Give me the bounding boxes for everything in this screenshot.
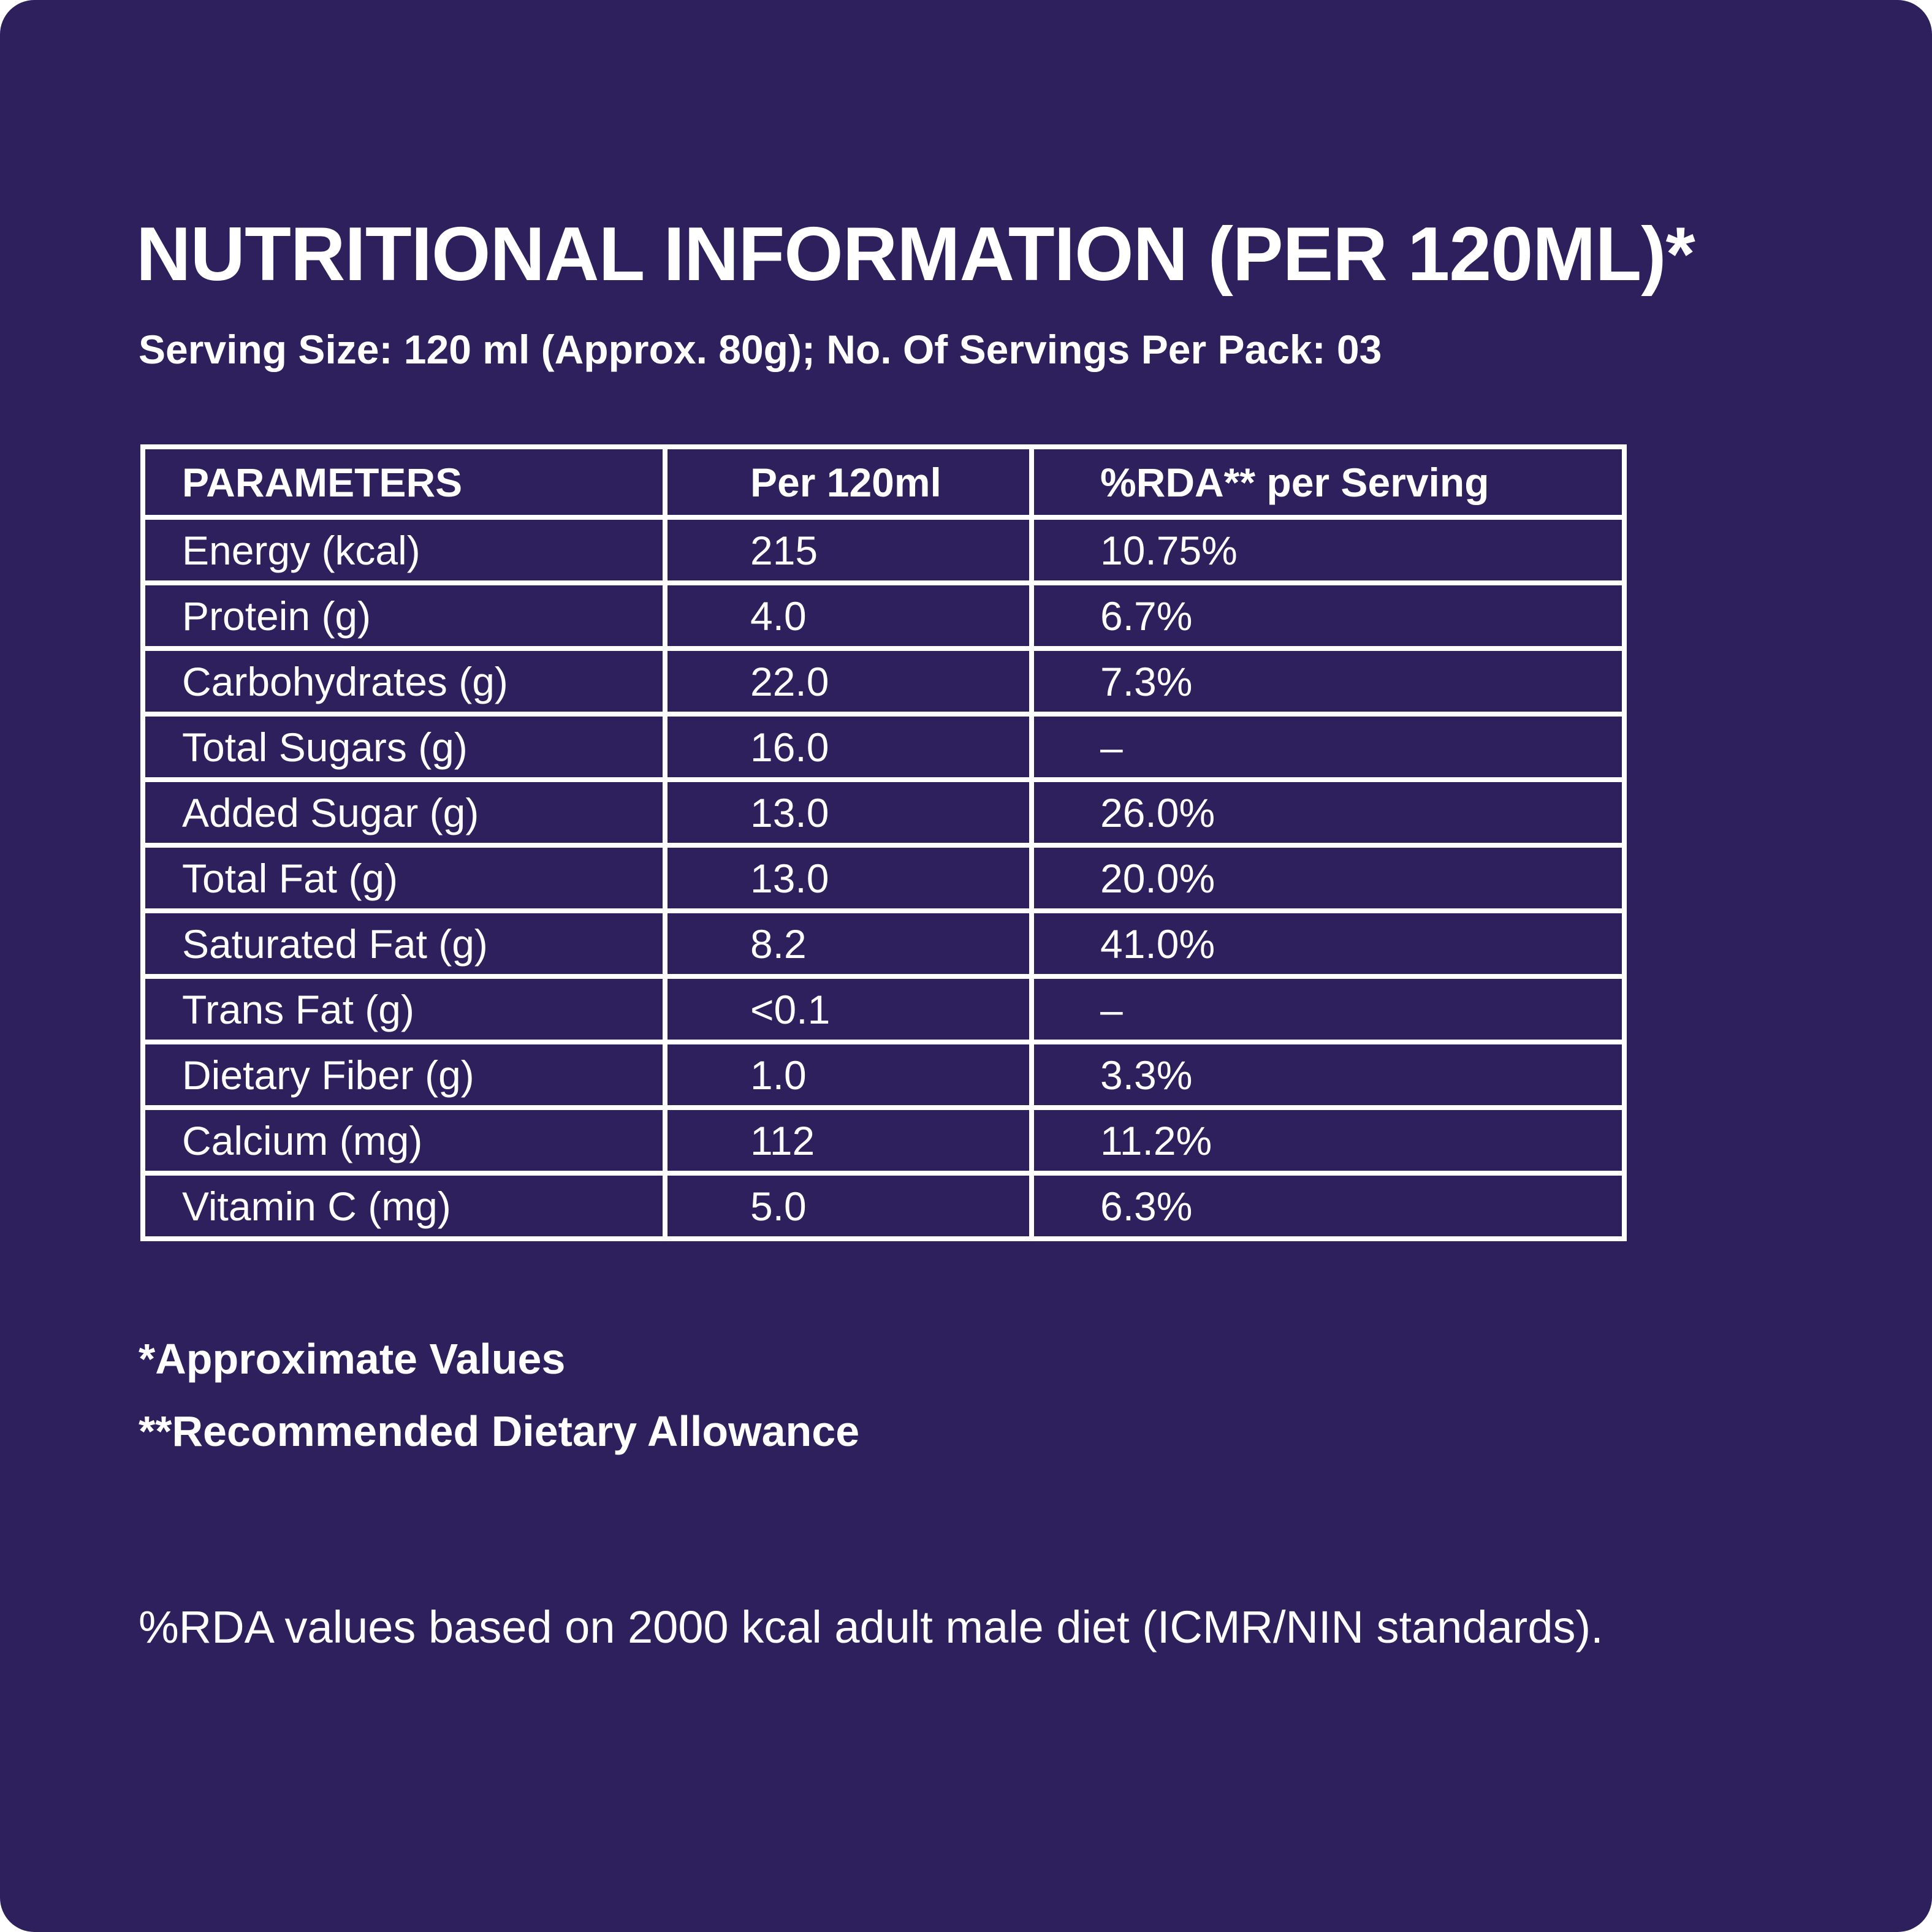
rda-cell: 10.75%	[1029, 515, 1627, 585]
header-rda: %RDA** per Serving	[1029, 444, 1627, 520]
amount-cell: 8.2	[663, 908, 1034, 979]
parameter-cell: Dietary Fiber (g)	[140, 1040, 667, 1110]
amount-cell: 5.0	[663, 1171, 1034, 1241]
table-row: Carbohydrates (g) 22.0 7.3%	[140, 646, 1627, 717]
amount-cell: 1.0	[663, 1040, 1034, 1110]
parameter-cell: Carbohydrates (g)	[140, 646, 667, 717]
rda-cell: 6.3%	[1029, 1171, 1627, 1241]
table-row: Saturated Fat (g) 8.2 41.0%	[140, 908, 1627, 979]
amount-cell: 13.0	[663, 843, 1034, 913]
table-row: Protein (g) 4.0 6.7%	[140, 580, 1627, 651]
amount-cell: 13.0	[663, 777, 1034, 848]
parameter-cell: Added Sugar (g)	[140, 777, 667, 848]
header-parameters: PARAMETERS	[140, 444, 667, 520]
rda-cell: 3.3%	[1029, 1040, 1627, 1110]
parameter-cell: Total Fat (g)	[140, 843, 667, 913]
table-row: Vitamin C (mg) 5.0 6.3%	[140, 1171, 1627, 1241]
rda-cell: –	[1029, 712, 1627, 782]
table-row: Trans Fat (g) <0.1 –	[140, 974, 1627, 1044]
table-row: Added Sugar (g) 13.0 26.0%	[140, 777, 1627, 848]
table-header: PARAMETERS Per 120ml %RDA** per Serving	[140, 444, 1627, 520]
rda-cell: 41.0%	[1029, 908, 1627, 979]
rda-cell: 6.7%	[1029, 580, 1627, 651]
parameter-cell: Trans Fat (g)	[140, 974, 667, 1044]
page-title: NUTRITIONAL INFORMATION (PER 120ML)*	[136, 212, 1695, 297]
amount-cell: 4.0	[663, 580, 1034, 651]
parameter-cell: Energy (kcal)	[140, 515, 667, 585]
parameter-cell: Total Sugars (g)	[140, 712, 667, 782]
table-row: Dietary Fiber (g) 1.0 3.3%	[140, 1040, 1627, 1110]
table-row: Calcium (mg) 112 11.2%	[140, 1105, 1627, 1176]
amount-cell: 215	[663, 515, 1034, 585]
amount-cell: 16.0	[663, 712, 1034, 782]
table-row: Total Fat (g) 13.0 20.0%	[140, 843, 1627, 913]
table-header-row: PARAMETERS Per 120ml %RDA** per Serving	[140, 444, 1627, 520]
table-body: Energy (kcal) 215 10.75% Protein (g) 4.0…	[140, 515, 1627, 1241]
footnote-rda: **Recommended Dietary Allowance	[139, 1407, 860, 1455]
rda-cell: 26.0%	[1029, 777, 1627, 848]
serving-info: Serving Size: 120 ml (Approx. 80g); No. …	[139, 327, 1382, 372]
table-row: Total Sugars (g) 16.0 –	[140, 712, 1627, 782]
rda-basis-note: %RDA values based on 2000 kcal adult mal…	[139, 1602, 1603, 1652]
nutrition-table: PARAMETERS Per 120ml %RDA** per Serving …	[140, 444, 1627, 1241]
parameter-cell: Calcium (mg)	[140, 1105, 667, 1176]
parameter-cell: Vitamin C (mg)	[140, 1171, 667, 1241]
amount-cell: 112	[663, 1105, 1034, 1176]
footnote-approximate: *Approximate Values	[139, 1335, 566, 1383]
rda-cell: –	[1029, 974, 1627, 1044]
rda-cell: 7.3%	[1029, 646, 1627, 717]
rda-cell: 11.2%	[1029, 1105, 1627, 1176]
amount-cell: 22.0	[663, 646, 1034, 717]
amount-cell: <0.1	[663, 974, 1034, 1044]
parameter-cell: Protein (g)	[140, 580, 667, 651]
header-per-120ml: Per 120ml	[663, 444, 1034, 520]
parameter-cell: Saturated Fat (g)	[140, 908, 667, 979]
rda-cell: 20.0%	[1029, 843, 1627, 913]
table-row: Energy (kcal) 215 10.75%	[140, 515, 1627, 585]
